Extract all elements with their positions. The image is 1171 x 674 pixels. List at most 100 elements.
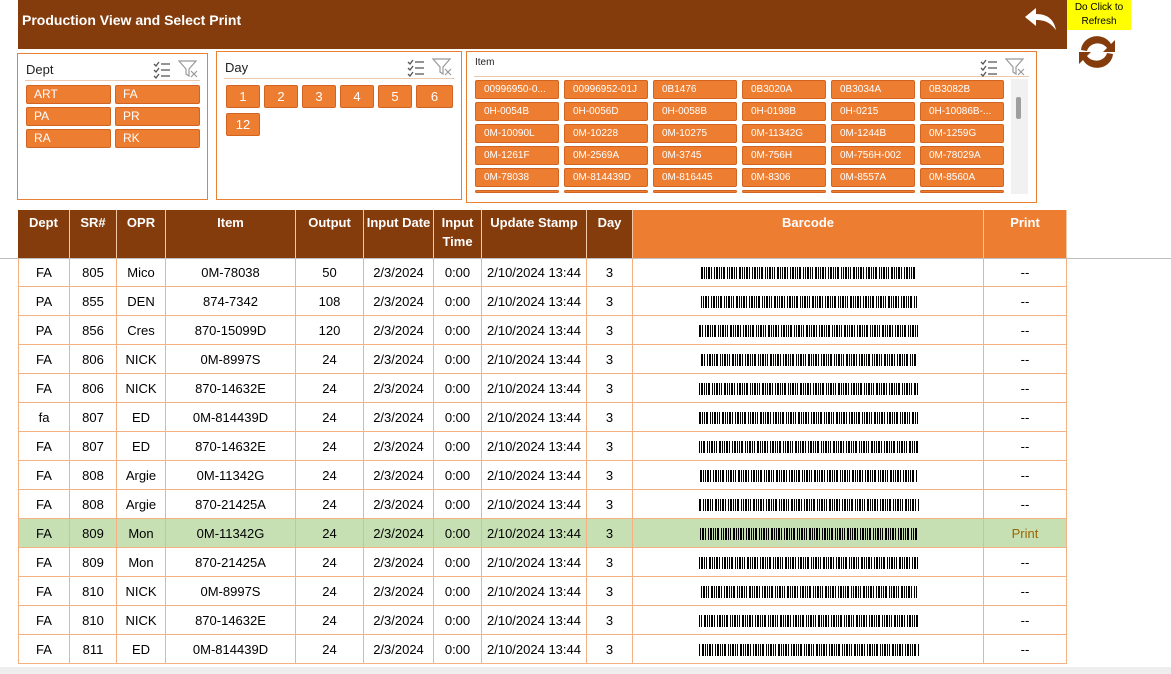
dept-cell: FA: [18, 258, 70, 287]
item-slicer-item[interactable]: 0M-8306: [742, 168, 826, 187]
update-stamp-cell: 2/10/2024 13:44: [482, 577, 587, 606]
multi-select-icon[interactable]: [152, 59, 172, 79]
item-slicer-item[interactable]: 0H-0058B: [653, 102, 737, 121]
item-slicer-item[interactable]: 0M-78038: [475, 168, 559, 187]
dept-item-pa[interactable]: PA: [26, 107, 111, 126]
item-slicer-item[interactable]: 0M-2569A: [564, 146, 648, 165]
col-input-time-header[interactable]: Input Time: [434, 210, 482, 258]
table-row[interactable]: FA 806 NICK 0M-8997S 24 2/3/2024 0:00 2/10/2024…: [18, 345, 1067, 374]
item-slicer-item[interactable]: 0M-816445: [653, 168, 737, 187]
table-row[interactable]: PA 856 Cres 870-15099D 120 2/3/2024 0:00 2/10/2…: [18, 316, 1067, 345]
sr-cell: 807: [70, 432, 117, 461]
dept-item-art[interactable]: ART: [26, 85, 111, 104]
day-item-1[interactable]: 1: [226, 85, 260, 108]
table-row[interactable]: FA 807 ED 870-14632E 24 2/3/2024 0:00 2/10/2024…: [18, 432, 1067, 461]
table-row[interactable]: FA 805 Mico 0M-78038 50 2/3/2024 0:00 2/10/2024…: [18, 258, 1067, 287]
output-cell: 108: [296, 287, 364, 316]
col-sr-header[interactable]: SR#: [70, 210, 117, 258]
day-item-3[interactable]: 3: [302, 85, 336, 108]
dept-item-rk[interactable]: RK: [115, 129, 200, 148]
update-stamp-cell: 2/10/2024 13:44: [482, 432, 587, 461]
col-barcode-header[interactable]: Barcode: [633, 210, 984, 258]
item-slicer-item[interactable]: 0B1476: [653, 80, 737, 99]
update-stamp-cell: 2/10/2024 13:44: [482, 461, 587, 490]
item-slicer-item[interactable]: 0M-8557A: [831, 168, 915, 187]
table-row[interactable]: FA 806 NICK 870-14632E 24 2/3/2024 0:00 2/10/20…: [18, 374, 1067, 403]
item-slicer-item[interactable]: 0M-756H-002: [831, 146, 915, 165]
item-slicer-item[interactable]: 0M-78029A: [920, 146, 1004, 165]
item-slicer-item[interactable]: 0H-0056D: [564, 102, 648, 121]
print-cell: --: [984, 316, 1067, 345]
input-time-cell: 0:00: [434, 519, 482, 548]
item-slicer-item[interactable]: 0B3034A: [831, 80, 915, 99]
item-slicer-item[interactable]: 0M-1261F: [475, 146, 559, 165]
table-row[interactable]: FA 808 Argie 0M-11342G 24 2/3/2024 0:00 2/10/20…: [18, 461, 1067, 490]
item-slicer-item[interactable]: 0B3020A: [742, 80, 826, 99]
print-button[interactable]: Print: [984, 519, 1067, 548]
col-day-header[interactable]: Day: [587, 210, 633, 258]
barcode-image: [700, 470, 917, 482]
day-item-5[interactable]: 5: [378, 85, 412, 108]
item-slicer-item[interactable]: 0M-10090L: [475, 124, 559, 143]
day-item-4[interactable]: 4: [340, 85, 374, 108]
day-cell: 3: [587, 345, 633, 374]
item-slicer-item[interactable]: 00996950-0...: [475, 80, 559, 99]
barcode-image: [701, 296, 917, 308]
clear-filter-icon[interactable]: [432, 57, 452, 77]
col-input-date-header[interactable]: Input Date: [364, 210, 434, 258]
item-slicer-item[interactable]: 00996952-01J: [564, 80, 648, 99]
table-row[interactable]: fa 807 ED 0M-814439D 24 2/3/2024 0:00 2/10/2024…: [18, 403, 1067, 432]
col-update-stamp-header[interactable]: Update Stamp: [482, 210, 587, 258]
col-dept-header[interactable]: Dept: [18, 210, 70, 258]
item-slicer-scrollbar[interactable]: [1011, 79, 1028, 194]
item-slicer-item[interactable]: 0M-10275: [653, 124, 737, 143]
item-slicer-item[interactable]: 0M-10228: [564, 124, 648, 143]
day-item-12[interactable]: 12: [226, 113, 260, 136]
item-cell: 0M-8997S: [166, 345, 296, 374]
item-slicer-item[interactable]: 0H-0054B: [475, 102, 559, 121]
item-slicer-item[interactable]: 0M-11342G: [742, 124, 826, 143]
input-date-cell: 2/3/2024: [364, 635, 434, 664]
table-row[interactable]: FA 811 ED 0M-814439D 24 2/3/2024 0:00 2/10/2024…: [18, 635, 1067, 664]
table-row[interactable]: FA 808 Argie 870-21425A 24 2/3/2024 0:00 2/10/2…: [18, 490, 1067, 519]
day-item-2[interactable]: 2: [264, 85, 298, 108]
dept-item-fa[interactable]: FA: [115, 85, 200, 104]
back-arrow-icon[interactable]: [1022, 4, 1060, 32]
scrollbar-thumb[interactable]: [1016, 97, 1021, 119]
item-slicer-item[interactable]: 0H-0215: [831, 102, 915, 121]
table-row[interactable]: FA 810 NICK 870-14632E 24 2/3/2024 0:00 2/10/20…: [18, 606, 1067, 635]
opr-cell: Argie: [117, 461, 166, 490]
refresh-icon[interactable]: [1073, 30, 1121, 74]
col-print-header[interactable]: Print: [984, 210, 1067, 258]
sr-cell: 808: [70, 461, 117, 490]
item-slicer-item[interactable]: 0H-10086B-...: [920, 102, 1004, 121]
item-slicer-item[interactable]: 0M-814439D: [564, 168, 648, 187]
table-row[interactable]: FA 809 Mon 870-21425A 24 2/3/2024 0:00 2/10/202…: [18, 548, 1067, 577]
item-slicer-item[interactable]: 0M-1259G: [920, 124, 1004, 143]
col-opr-header[interactable]: OPR: [117, 210, 166, 258]
item-slicer-item[interactable]: 0H-0198B: [742, 102, 826, 121]
day-item-6[interactable]: 6: [416, 85, 453, 108]
day-cell: 3: [587, 432, 633, 461]
item-slicer-item[interactable]: 0M-756H: [742, 146, 826, 165]
input-time-cell: 0:00: [434, 345, 482, 374]
col-item-header[interactable]: Item: [166, 210, 296, 258]
dept-item-pr[interactable]: PR: [115, 107, 200, 126]
item-slicer-item[interactable]: 0M-8560A: [920, 168, 1004, 187]
multi-select-icon[interactable]: [406, 57, 426, 77]
output-cell: 24: [296, 432, 364, 461]
table-row[interactable]: PA 855 DEN 874-7342 108 2/3/2024 0:00 2/10/2024…: [18, 287, 1067, 316]
dept-item-ra[interactable]: RA: [26, 129, 111, 148]
item-slicer-item[interactable]: 0B3082B: [920, 80, 1004, 99]
table-row[interactable]: FA 810 NICK 0M-8997S 24 2/3/2024 0:00 2/10/2024…: [18, 577, 1067, 606]
multi-select-icon[interactable]: [979, 57, 999, 77]
col-output-header[interactable]: Output: [296, 210, 364, 258]
clear-filter-icon[interactable]: [178, 59, 198, 79]
dept-cell: PA: [18, 316, 70, 345]
item-slicer-item[interactable]: 0M-1244B: [831, 124, 915, 143]
day-cell: 3: [587, 374, 633, 403]
update-stamp-cell: 2/10/2024 13:44: [482, 287, 587, 316]
table-row[interactable]: FA 809 Mon 0M-11342G 24 2/3/2024 0:00 2/10/2024…: [18, 519, 1067, 548]
item-slicer-item[interactable]: 0M-3745: [653, 146, 737, 165]
clear-filter-icon[interactable]: [1005, 57, 1025, 77]
